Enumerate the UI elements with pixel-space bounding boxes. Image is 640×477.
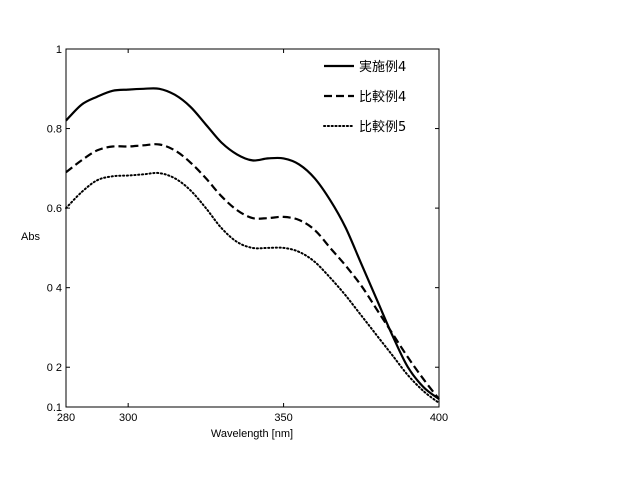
y-tick-label: 0 2: [47, 362, 62, 374]
x-tick-label: 300: [119, 412, 137, 424]
y-tick-label: 1: [56, 44, 62, 56]
x-tick-label: 280: [57, 412, 75, 424]
plot-frame: [65, 48, 440, 408]
series-layer: [65, 87, 440, 404]
series-line-1: [65, 87, 440, 400]
y-axis-label: Abs: [21, 231, 40, 243]
series-line-2: [65, 143, 440, 400]
legend-label-2: 比較例4: [359, 90, 406, 105]
y-tick-label: 0.1: [47, 402, 62, 414]
y-tick-label: 0 4: [47, 283, 62, 295]
legend-label-1: 実施例4: [359, 59, 406, 75]
x-tick-label: 350: [274, 412, 292, 424]
legend: 実施例4 比較例4 比較例5: [323, 59, 406, 135]
series-line-3: [65, 171, 440, 404]
x-tick-label: 400: [430, 412, 448, 424]
x-axis-ticks: 280 300 350 400: [57, 49, 448, 424]
y-tick-label: 0.6: [47, 203, 62, 215]
legend-label-3: 比較例5: [359, 120, 406, 135]
y-tick-label: 0.8: [47, 124, 62, 136]
y-axis-ticks: 0.1 0 2 0 4 0.6 0.8 1: [47, 44, 439, 414]
x-axis-label: Wavelength [nm]: [211, 428, 293, 440]
